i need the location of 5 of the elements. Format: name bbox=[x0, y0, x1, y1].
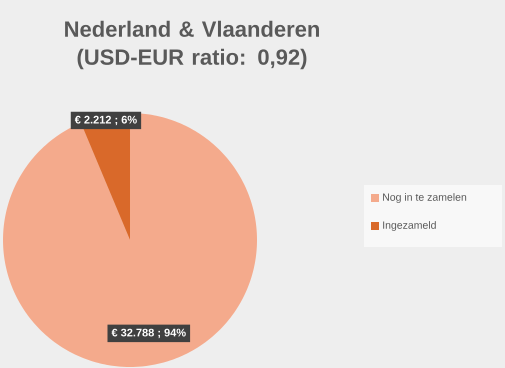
data-label: € 2.212 ; 6% bbox=[74, 116, 137, 126]
legend-label: Nog in te zamelen bbox=[383, 193, 466, 203]
chart-title: Nederland & Vlaanderen (USD-EUR ratio: 0,92) bbox=[65, 20, 319, 70]
legend-label: Ingezameld bbox=[383, 221, 436, 231]
data-label: € 32.788 ; 94% bbox=[112, 328, 186, 338]
